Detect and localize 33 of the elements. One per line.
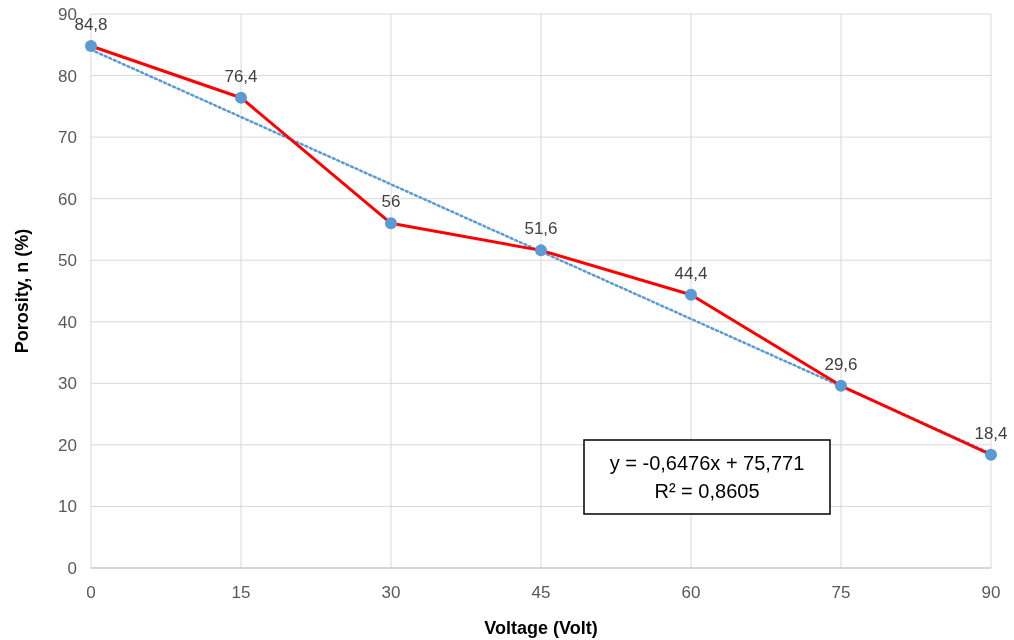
annotation: R² = 0,8605: [654, 480, 760, 502]
x-axis-title: Voltage (Volt): [484, 618, 598, 638]
data-label: 76,4: [224, 66, 258, 86]
point: [535, 244, 547, 257]
x-tick-label: 75: [831, 583, 851, 602]
x-tick-label: 45: [531, 583, 551, 602]
y-axis-title: Porosity, n (%): [12, 228, 32, 354]
y-tick-label: 10: [58, 497, 77, 517]
x-tick-label: 15: [231, 583, 251, 602]
point: [685, 288, 697, 301]
x-tick-label: 60: [681, 583, 701, 602]
x-tick-label: 30: [381, 583, 401, 602]
y-tick-label: 70: [58, 128, 77, 148]
y-tick-label: 40: [58, 312, 77, 332]
y-tick-label: 20: [58, 435, 77, 455]
data-label: 56: [381, 192, 401, 212]
y-tick-label: 80: [58, 66, 77, 86]
data-label: 29,6: [824, 354, 858, 374]
x-tick-label: 90: [981, 583, 1001, 602]
annotation: y = -0,6476x + 75,771: [609, 452, 805, 474]
x-tick-label: 0: [86, 583, 96, 602]
point: [235, 91, 247, 104]
point: [385, 217, 397, 230]
data-label: 18,4: [974, 423, 1008, 443]
y-tick-label: 50: [58, 251, 77, 271]
point: [85, 40, 97, 53]
point: [835, 379, 847, 392]
y-tick-label: 60: [58, 189, 77, 209]
y-tick-label: 30: [58, 374, 77, 394]
data-label: 51,6: [524, 219, 558, 239]
y-tick-label: 0: [67, 558, 77, 578]
point: [985, 448, 997, 461]
data-label: 44,4: [674, 263, 708, 283]
